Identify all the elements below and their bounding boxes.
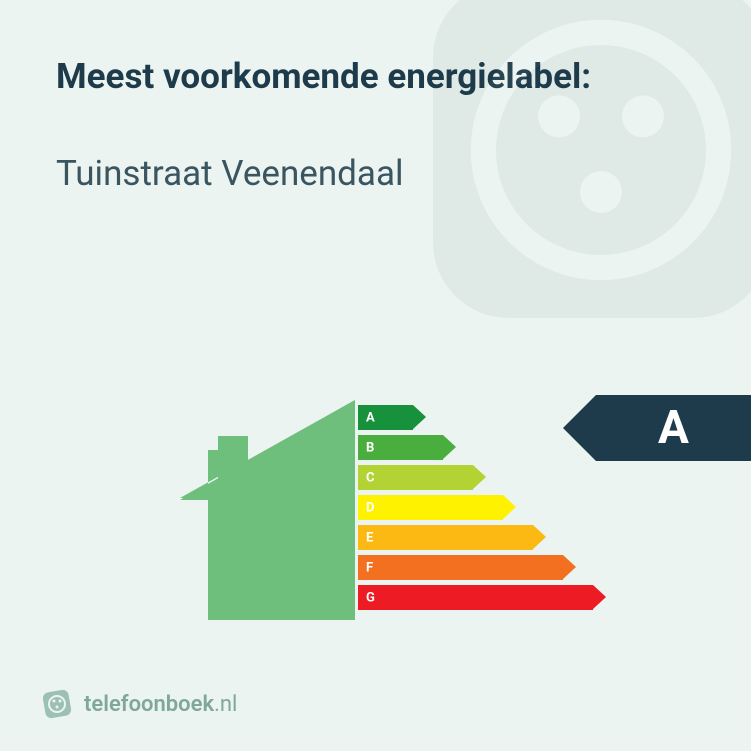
energy-chart: ABCDEFG A xyxy=(0,370,751,620)
energy-bar-tip xyxy=(413,405,426,429)
energy-bar-tip xyxy=(593,585,606,609)
energy-bar-row: D xyxy=(358,495,606,520)
footer: telefoonboek.nl xyxy=(42,689,237,719)
energy-bar-tip xyxy=(533,525,546,549)
energy-bar-row: E xyxy=(358,525,606,550)
energy-bar-arrow: C xyxy=(358,465,486,490)
energy-bar-body xyxy=(358,525,533,550)
energy-bar-arrow: B xyxy=(358,435,456,460)
energy-bar-label: F xyxy=(366,560,373,575)
footer-brand-suffix: .nl xyxy=(214,692,237,717)
energy-bar-label: E xyxy=(366,530,373,545)
energy-label-card: Meest voorkomende energielabel: Tuinstra… xyxy=(0,0,751,751)
energy-bar-arrow: G xyxy=(358,585,606,610)
energy-bar-label: B xyxy=(366,440,374,455)
energy-bar-row: C xyxy=(358,465,606,490)
energy-bar-body xyxy=(358,585,593,610)
energy-bar-body xyxy=(358,465,473,490)
footer-brand-name: telefoonboek xyxy=(84,692,214,717)
energy-bar-tip xyxy=(563,555,576,579)
energy-bar-label: A xyxy=(366,410,375,425)
energy-bar-tip xyxy=(443,435,456,459)
pointer-letter: A xyxy=(658,401,689,455)
energy-bar-tip xyxy=(503,495,516,519)
energy-bar-label: C xyxy=(366,470,375,485)
energy-bar-row: G xyxy=(358,585,606,610)
energy-bar-label: G xyxy=(366,590,375,605)
energy-bar-row: F xyxy=(358,555,606,580)
energy-bar-arrow: A xyxy=(358,405,426,430)
energy-bar-arrow: E xyxy=(358,525,546,550)
house-icon xyxy=(180,400,355,620)
energy-bar-arrow: F xyxy=(358,555,576,580)
energy-bar-body xyxy=(358,555,563,580)
result-pointer: A xyxy=(563,395,751,461)
energy-bar-arrow: D xyxy=(358,495,516,520)
card-subtitle: Tuinstraat Veenendaal xyxy=(56,153,695,194)
pointer-tip xyxy=(563,395,596,461)
footer-brand: telefoonboek.nl xyxy=(84,692,237,717)
pointer-body: A xyxy=(596,395,751,461)
energy-bar-label: D xyxy=(366,500,374,515)
card-title: Meest voorkomende energielabel: xyxy=(56,56,695,97)
energy-bar-tip xyxy=(473,465,486,489)
energy-bar-body xyxy=(358,495,503,520)
footer-logo-icon xyxy=(42,689,72,719)
